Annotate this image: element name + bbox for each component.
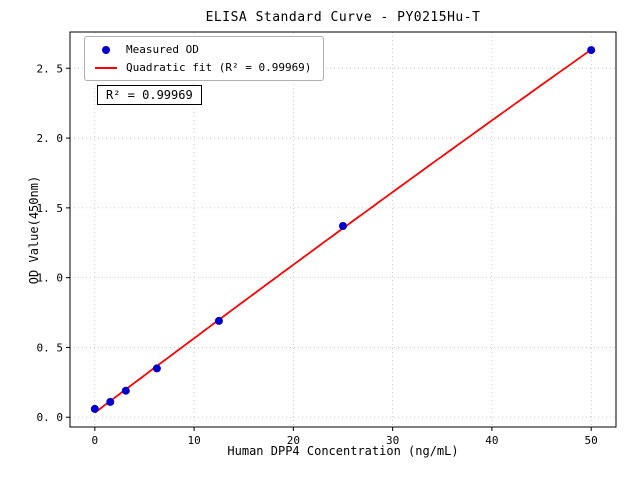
measured-od-point bbox=[106, 397, 115, 406]
x-tick-label: 20 bbox=[287, 434, 300, 447]
legend-entry-measured-od: Measured OD bbox=[95, 43, 311, 56]
line-marker-icon bbox=[95, 66, 117, 69]
x-tick-label: 10 bbox=[187, 434, 200, 447]
r-squared-annotation: R² = 0.99969 bbox=[97, 85, 202, 105]
measured-od-point bbox=[90, 404, 99, 413]
legend-label: Measured OD bbox=[126, 43, 199, 56]
chart-title: ELISA Standard Curve - PY0215Hu-T bbox=[205, 10, 481, 25]
measured-od-point bbox=[587, 46, 596, 55]
y-tick-label: 0. 0 bbox=[37, 411, 64, 424]
y-tick-label: 1. 5 bbox=[37, 202, 64, 215]
legend: Measured OD Quadratic fit (R² = 0.99969) bbox=[84, 36, 325, 81]
y-tick-label: 2. 5 bbox=[37, 62, 64, 75]
measured-od-point bbox=[121, 386, 130, 395]
x-tick-label: 40 bbox=[485, 434, 498, 447]
y-tick-label: 0. 5 bbox=[37, 341, 64, 354]
legend-entry-quadratic-fit: Quadratic fit (R² = 0.99969) bbox=[95, 61, 311, 74]
measured-od-point bbox=[339, 222, 347, 230]
measured-od-point bbox=[152, 364, 161, 373]
measured-od-point bbox=[214, 316, 223, 325]
x-tick-label: 50 bbox=[585, 434, 598, 447]
y-tick-label: 2. 0 bbox=[37, 132, 64, 145]
plot-border bbox=[69, 31, 617, 428]
x-axis-label: Human DPP4 Concentration (ng/mL) bbox=[227, 444, 459, 458]
x-tick-label: 30 bbox=[386, 434, 399, 447]
scatter-marker-icon bbox=[102, 45, 110, 54]
legend-label: Quadratic fit (R² = 0.99969) bbox=[126, 61, 312, 74]
y-tick-label: 1. 0 bbox=[37, 272, 64, 285]
x-tick-label: 0 bbox=[92, 434, 99, 447]
